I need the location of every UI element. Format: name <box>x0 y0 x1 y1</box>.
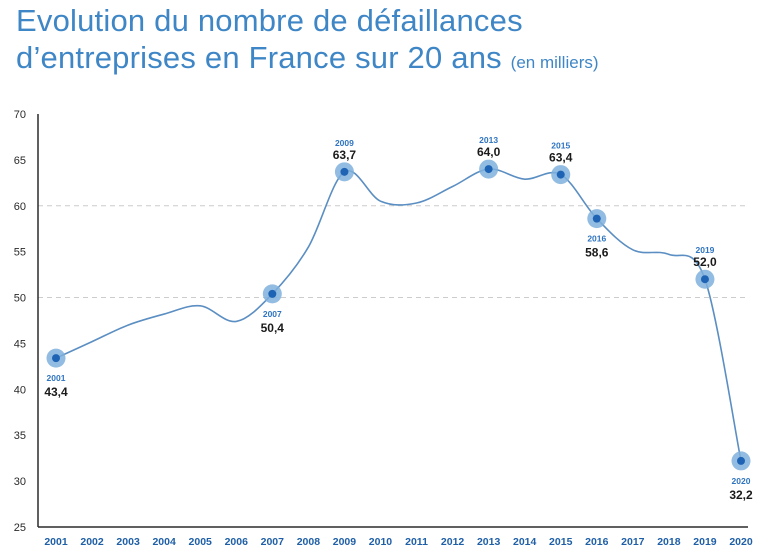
y-tick-label: 25 <box>14 522 26 534</box>
x-tick-label: 2019 <box>693 536 717 548</box>
data-label-value: 32,2 <box>729 488 753 502</box>
data-label-value: 50,4 <box>261 321 285 335</box>
x-tick-label: 2008 <box>297 536 321 548</box>
y-tick-label: 45 <box>14 338 26 350</box>
data-label-value: 58,6 <box>585 246 609 260</box>
x-tick-label: 2015 <box>549 536 573 548</box>
x-tick-label: 2018 <box>657 536 681 548</box>
title-line-1: Evolution du nombre de défaillances <box>16 3 523 38</box>
data-label-year: 2013 <box>479 135 498 145</box>
data-label-year: 2020 <box>732 476 751 486</box>
title-line-2-text: d’entreprises en France sur 20 ans <box>16 40 502 75</box>
x-tick-label: 2001 <box>44 536 68 548</box>
data-label-year: 2009 <box>335 138 354 148</box>
x-tick-label: 2003 <box>116 536 140 548</box>
title-line-2: d’entreprises en France sur 20 ans (en m… <box>16 39 599 81</box>
x-tick-label: 2014 <box>513 536 537 548</box>
x-tick-label: 2011 <box>405 536 428 548</box>
y-tick-label: 35 <box>14 430 26 442</box>
data-point <box>592 214 601 223</box>
x-tick-label: 2007 <box>261 536 285 548</box>
title-unit: (en milliers) <box>510 53 599 72</box>
y-tick-label: 65 <box>14 155 26 167</box>
data-point <box>268 289 277 298</box>
x-tick-label: 2017 <box>621 536 645 548</box>
y-tick-label: 70 <box>14 109 26 121</box>
data-point <box>737 456 745 465</box>
data-label-value: 52,0 <box>693 255 717 269</box>
axes: 25 30 35 40 45 50 55 60 65 70 2001 2002 2003 2004 2005… <box>14 109 753 548</box>
x-tick-label: 2016 <box>585 536 609 548</box>
x-tick-label: 2002 <box>80 536 104 548</box>
data-label-year: 2019 <box>695 245 714 255</box>
x-tick-label: 2020 <box>729 536 753 548</box>
x-tick-label: 2006 <box>225 536 249 548</box>
data-label-value: 43,4 <box>44 385 68 399</box>
y-tick-label: 60 <box>14 201 26 213</box>
data-point <box>484 165 493 174</box>
data-point <box>340 167 349 176</box>
x-tick-label: 2005 <box>189 536 213 548</box>
data-label-year: 2001 <box>47 373 66 383</box>
x-tick-label: 2013 <box>477 536 501 548</box>
chart-title: Evolution du nombre de défaillances d’en… <box>16 2 599 81</box>
data-label-year: 2007 <box>263 309 282 319</box>
data-point <box>700 275 709 284</box>
y-tick-label: 30 <box>14 476 26 488</box>
series-line <box>55 168 742 462</box>
data-label-value: 63,7 <box>333 148 357 162</box>
data-markers <box>46 159 751 471</box>
x-tick-label: 2009 <box>333 536 357 548</box>
data-point <box>556 170 565 179</box>
y-tick-label: 55 <box>14 247 26 259</box>
grid-lines <box>38 205 748 299</box>
data-label-year: 2015 <box>551 141 570 151</box>
y-tick-label: 50 <box>14 293 26 305</box>
series-line-layer <box>55 168 742 462</box>
data-label-value: 64,0 <box>477 145 501 159</box>
x-tick-label: 2010 <box>369 536 393 548</box>
data-label-value: 63,4 <box>549 151 573 165</box>
data-point <box>52 354 60 363</box>
data-label-year: 2016 <box>587 234 606 244</box>
x-tick-label: 2004 <box>152 536 176 548</box>
x-tick-label: 2012 <box>441 536 465 548</box>
y-tick-label: 40 <box>14 384 26 396</box>
